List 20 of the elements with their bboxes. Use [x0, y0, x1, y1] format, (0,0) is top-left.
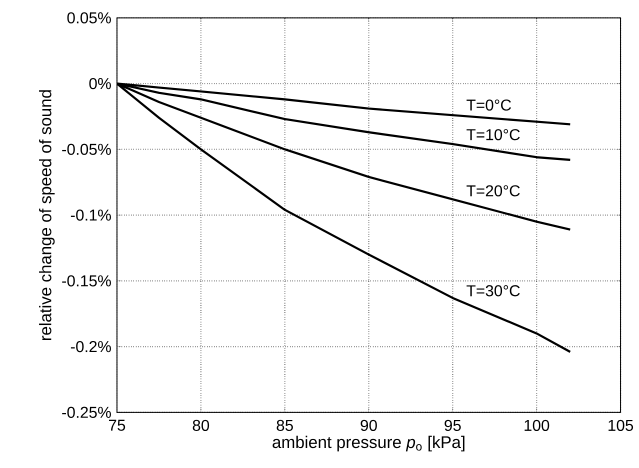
- x-tick-label: 80: [192, 420, 210, 432]
- x-tick-label: 95: [444, 420, 461, 432]
- y-tick-label: -0.2%: [70, 341, 111, 352]
- y-tick-label: 0%: [89, 78, 111, 90]
- x-tick-label: 105: [608, 420, 634, 432]
- series-label: T=10°C: [466, 129, 520, 140]
- x-tick-label: 85: [276, 420, 293, 432]
- x-tick-label: 75: [108, 420, 126, 431]
- y-tick-label: -0.1%: [70, 210, 111, 221]
- x-axis-title: ambient pressure p$_{o}$ [kPa]: [272, 436, 464, 452]
- series-label: T=0°C: [466, 100, 512, 111]
- x-tick-label: 100: [524, 420, 550, 432]
- x-tick-label: 90: [360, 420, 377, 432]
- y-axis-title: relative change of speed of sound: [39, 90, 55, 340]
- series-label: T=30°C: [466, 285, 520, 296]
- y-tick-label: 0.05%: [67, 12, 111, 24]
- series-label: T=20°C: [466, 185, 520, 196]
- y-tick-label: -0.15%: [62, 275, 111, 287]
- y-tick-label: -0.25%: [62, 406, 111, 418]
- y-tick-label: -0.05%: [62, 144, 111, 155]
